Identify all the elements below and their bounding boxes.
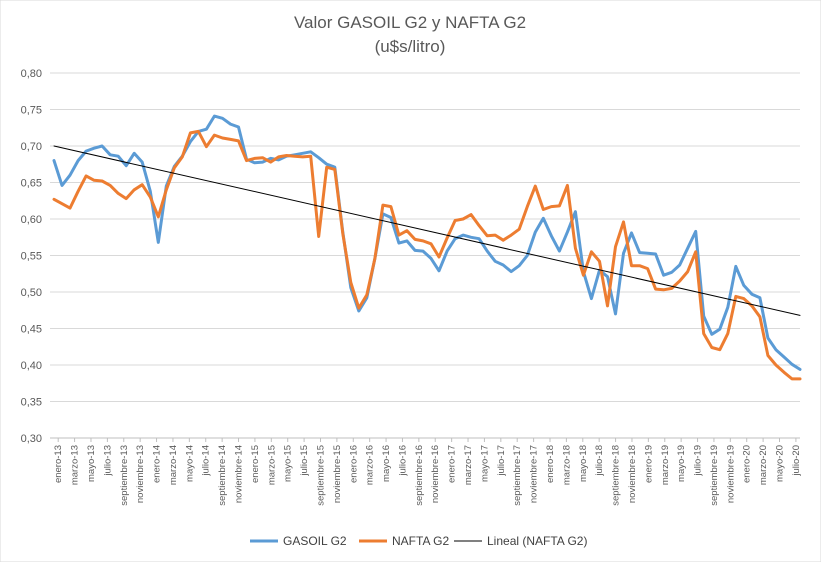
y-tick-label: 0,75	[21, 105, 42, 117]
x-tick-label: julio-16	[397, 445, 408, 477]
x-tick-label: marzo-14	[168, 445, 179, 485]
x-tick-label: noviembre-13	[135, 445, 146, 503]
x-tick-label: noviembre-16	[430, 445, 441, 503]
x-tick-label: marzo-17	[463, 445, 474, 485]
y-tick-label: 0,65	[21, 178, 42, 190]
x-tick-label: noviembre-17	[529, 445, 540, 503]
x-tick-label: enero-13	[53, 445, 64, 483]
x-tick-label: marzo-18	[561, 445, 572, 485]
x-tick-label: julio-17	[496, 445, 507, 477]
x-tick-label: mayo-14	[184, 445, 195, 482]
x-tick-label: marzo-13	[70, 445, 81, 485]
series-lines	[52, 114, 802, 381]
y-tick-label: 0,80	[21, 68, 42, 80]
legend-label: GASOIL G2	[283, 534, 347, 548]
y-tick-label: 0,45	[21, 324, 42, 336]
x-tick-label: mayo-15	[283, 445, 294, 482]
x-tick-label: mayo-20	[775, 445, 786, 482]
x-tick-label: noviembre-19	[725, 445, 736, 503]
series-line-trend	[53, 145, 801, 316]
legend-label: NAFTA G2	[392, 534, 449, 548]
x-tick-label: septiembre-14	[217, 445, 228, 506]
x-tick-label: noviembre-15	[332, 445, 343, 503]
x-tick-label: mayo-19	[676, 445, 687, 482]
x-tick-label: septiembre-18	[611, 445, 622, 506]
x-tick-label: julio-18	[594, 445, 605, 477]
x-tick-label: septiembre-16	[414, 445, 425, 506]
y-tick-label: 0,40	[21, 360, 42, 372]
x-tick-label: julio-20	[791, 445, 802, 477]
chart-title: Valor GASOIL G2 y NAFTA G2	[294, 13, 526, 32]
x-tick-label: enero-18	[545, 445, 556, 483]
x-tick-label: enero-20	[742, 445, 753, 483]
x-tick-label: mayo-17	[479, 445, 490, 482]
x-tick-label: septiembre-15	[315, 445, 326, 506]
x-tick-label: septiembre-17	[512, 445, 523, 506]
legend-item-trend[interactable]: Lineal (NAFTA G2)	[454, 534, 587, 548]
x-tick-label: enero-19	[643, 445, 654, 483]
x-tick-label: julio-13	[102, 445, 113, 477]
y-tick-label: 0,55	[21, 251, 42, 263]
y-tick-label: 0,70	[21, 141, 42, 153]
x-tick-label: mayo-18	[578, 445, 589, 482]
gridlines	[50, 72, 800, 439]
y-tick-label: 0,60	[21, 214, 42, 226]
x-tick-label: julio-14	[201, 445, 212, 477]
legend-item-nafta[interactable]: NAFTA G2	[359, 534, 449, 548]
x-tick-label: mayo-13	[86, 445, 97, 482]
legend-item-gasoil[interactable]: GASOIL G2	[250, 534, 347, 548]
x-tick-label: enero-16	[348, 445, 359, 483]
y-tick-label: 0,30	[21, 433, 42, 445]
chart-subtitle: (u$s/litro)	[375, 37, 446, 56]
x-tick-label: enero-15	[250, 445, 261, 483]
y-tick-label: 0,35	[21, 397, 42, 409]
y-tick-label: 0,50	[21, 287, 42, 299]
x-tick-label: marzo-16	[365, 445, 376, 485]
x-tick-label: julio-15	[299, 445, 310, 477]
y-axis: 0,30 0,35 0,40 0,45 0,50 0,55 0,60 0,65 0,70 0,75…	[21, 68, 42, 445]
x-tick-label: septiembre-19	[709, 445, 720, 506]
x-tick-label: noviembre-18	[627, 445, 638, 503]
series-line-nafta	[52, 129, 802, 381]
x-axis: enero-13 marzo-13 mayo-13 julio-13 septiembr…	[50, 437, 802, 506]
x-tick-label: marzo-15	[266, 445, 277, 485]
legend-label: Lineal (NAFTA G2)	[487, 534, 587, 548]
x-tick-label: marzo-19	[660, 445, 671, 485]
x-tick-label: enero-14	[152, 445, 163, 483]
x-tick-label: mayo-16	[381, 445, 392, 482]
x-tick-label: noviembre-14	[234, 445, 245, 503]
x-tick-label: julio-19	[693, 445, 704, 477]
x-tick-label: enero-17	[447, 445, 458, 483]
legend[interactable]: GASOIL G2 NAFTA G2 Lineal (NAFTA G2)	[250, 534, 587, 548]
x-tick-label: marzo-20	[758, 445, 769, 485]
x-tick-label: septiembre-13	[119, 445, 130, 506]
